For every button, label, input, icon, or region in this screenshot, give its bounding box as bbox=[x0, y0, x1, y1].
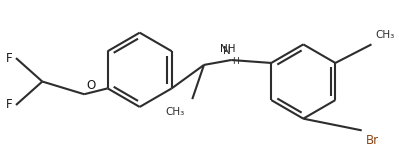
Text: NH: NH bbox=[219, 44, 235, 54]
Text: H: H bbox=[232, 57, 239, 66]
Text: N: N bbox=[223, 46, 231, 56]
Text: F: F bbox=[6, 52, 12, 65]
Text: CH₃: CH₃ bbox=[165, 107, 184, 117]
Text: Br: Br bbox=[365, 134, 379, 147]
Text: O: O bbox=[86, 79, 95, 92]
Text: F: F bbox=[6, 98, 12, 111]
Text: CH₃: CH₃ bbox=[375, 31, 395, 40]
